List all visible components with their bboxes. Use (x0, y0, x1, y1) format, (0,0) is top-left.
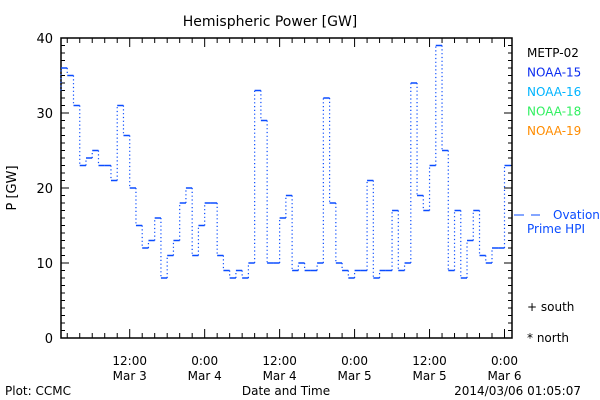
x-tick-date: Mar 6 (487, 369, 521, 383)
x-tick-date: Mar 5 (338, 369, 372, 383)
x-tick-date: Mar 4 (263, 369, 297, 383)
legend-item: NOAA-16 (527, 85, 581, 99)
legend-item: METP-02 (527, 46, 579, 60)
x-tick-time: 12:00 (262, 354, 297, 368)
x-tick-date: Mar 3 (113, 369, 147, 383)
y-tick-label: 20 (36, 182, 53, 197)
x-axis-label: Date and Time (242, 384, 330, 398)
chart-title: Hemispheric Power [GW] (183, 14, 358, 30)
plot-frame (60, 37, 513, 339)
y-axis-label: P [GW] (5, 165, 20, 210)
x-tick-date: Mar 4 (188, 369, 222, 383)
y-tick-label: 0 (45, 332, 53, 347)
y-tick-label: 30 (36, 107, 53, 122)
legend-item: NOAA-19 (527, 124, 581, 138)
plot-timestamp: 2014/03/06 01:05:07 (454, 384, 581, 398)
ovation-label-2: Prime HPI (527, 222, 585, 236)
plot-credit: Plot: CCMC (5, 384, 71, 398)
south-marker-label: + south (527, 300, 574, 314)
legend: METP-02 NOAA-15 NOAA-16 NOAA-18 NOAA-19 (527, 46, 581, 138)
series-noaa-15 (60, 44, 511, 279)
y-axis: 0 10 20 30 40 (36, 32, 512, 347)
x-tick-time: 12:00 (112, 354, 147, 368)
y-tick-label: 40 (36, 32, 53, 47)
legend-item: NOAA-18 (527, 105, 581, 119)
legend-item: NOAA-15 (527, 66, 581, 80)
x-tick-time: 12:00 (412, 354, 447, 368)
y-tick-label: 10 (36, 257, 53, 272)
x-tick-date: Mar 5 (412, 369, 446, 383)
x-tick-time: 0:00 (191, 354, 218, 368)
x-tick-time: 0:00 (491, 354, 518, 368)
ovation-label-1: Ovation (553, 208, 600, 222)
north-marker-label: * north (527, 331, 569, 345)
x-tick-time: 0:00 (341, 354, 368, 368)
